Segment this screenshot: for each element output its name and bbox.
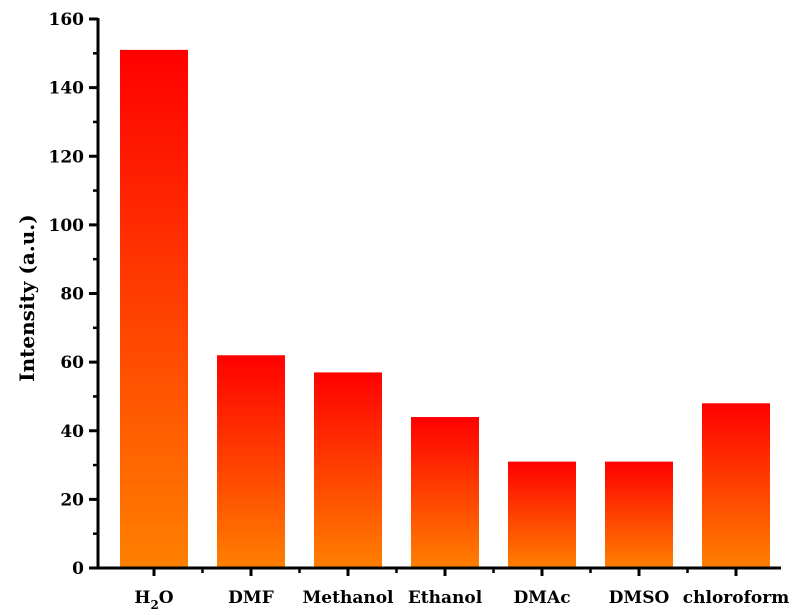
- x-tick-label: chloroform: [683, 588, 789, 608]
- bar-methanol: [314, 372, 382, 568]
- bar-h2o: [120, 49, 188, 569]
- y-tick-label: 20: [60, 490, 84, 510]
- labels-layer: 0 20 40 60 80 100 120 140 160 H2O DMF Methanol Ethan…: [49, 10, 790, 612]
- y-tick-label: 100: [49, 216, 85, 236]
- x-tick-label: DMAc: [513, 588, 570, 608]
- y-tick-label: 40: [60, 422, 84, 442]
- y-tick-label: 160: [49, 10, 85, 30]
- y-tick-label: 60: [60, 353, 84, 373]
- y-tick-label: 0: [72, 559, 84, 579]
- x-tick-label: Ethanol: [408, 588, 483, 608]
- x-tick-label: DMF: [228, 588, 274, 608]
- y-tick-label: 120: [49, 147, 85, 167]
- axes-layer: [89, 17, 781, 576]
- bar-dmac: [508, 461, 576, 568]
- bar-chloroform: [702, 403, 770, 568]
- x-tick-label: H2O: [134, 588, 173, 612]
- x-tick-label: Methanol: [302, 588, 394, 608]
- y-axis-title: Intensity (a.u.): [15, 214, 39, 381]
- y-tick-label: 140: [49, 79, 85, 99]
- y-tick-label: 80: [60, 285, 84, 305]
- bar-dmso: [605, 461, 673, 568]
- bar-dmf: [217, 355, 285, 568]
- bars-layer: [120, 49, 770, 569]
- x-tick-label: DMSO: [609, 588, 670, 608]
- bar-ethanol: [411, 417, 479, 568]
